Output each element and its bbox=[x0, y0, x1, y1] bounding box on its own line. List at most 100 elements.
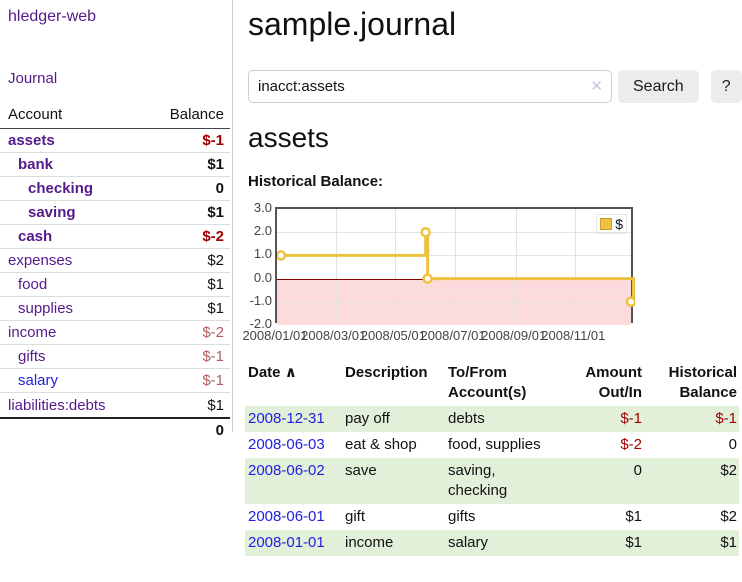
search-box: ✕ bbox=[248, 70, 612, 103]
account-link[interactable]: gifts bbox=[18, 348, 46, 365]
account-link[interactable]: bank bbox=[18, 156, 54, 173]
y-axis-tick-label: -1.0 bbox=[249, 292, 272, 308]
transaction-date-link[interactable]: 2008-06-02 bbox=[248, 462, 325, 479]
account-row: assets $-1 bbox=[0, 129, 230, 153]
account-balance: $1 bbox=[207, 204, 224, 221]
sidebar-item-journal[interactable]: Journal bbox=[8, 70, 58, 87]
account-link[interactable]: saving bbox=[28, 204, 76, 221]
account-link[interactable]: food bbox=[18, 276, 48, 293]
balance-column-header-main: Historical Balance bbox=[668, 364, 737, 401]
account-row: saving $1 bbox=[0, 201, 230, 225]
transaction-date-link[interactable]: 2008-01-01 bbox=[248, 534, 325, 551]
date-column-header[interactable]: Date ∧ bbox=[248, 364, 297, 381]
account-row: bank $1 bbox=[0, 153, 230, 177]
account-row: income $-2 bbox=[0, 321, 230, 345]
account-tree: Account Balance assets $-1 bank $1 checking 0… bbox=[0, 104, 230, 441]
data-point-marker bbox=[625, 296, 635, 308]
transaction-row: 2008-12-31 pay off debts $-1 $-1 bbox=[245, 406, 739, 432]
account-balance: 0 bbox=[215, 180, 224, 197]
account-rows: assets $-1 bank $1 checking 0 saving $1 cash $-2 e… bbox=[0, 129, 230, 417]
transaction-date-link[interactable]: 2008-06-01 bbox=[248, 508, 325, 525]
search-input[interactable] bbox=[248, 70, 612, 103]
account-row: checking 0 bbox=[0, 177, 230, 201]
total-balance: 0 bbox=[215, 421, 224, 439]
transaction-balance: $2 bbox=[720, 508, 737, 525]
page-title: sample.journal bbox=[248, 6, 457, 42]
account-balance: $1 bbox=[207, 396, 224, 414]
transaction-amount: $1 bbox=[557, 530, 644, 556]
data-point-marker bbox=[277, 250, 287, 261]
chart-plot-area: $ bbox=[275, 207, 635, 325]
balance-line-series bbox=[277, 226, 635, 308]
clear-search-icon[interactable]: ✕ bbox=[590, 78, 603, 95]
help-button[interactable]: ? bbox=[710, 70, 742, 103]
y-axis-tick-label: 3.0 bbox=[253, 200, 272, 215]
accounts-column-header: To/From Account(s) bbox=[448, 364, 527, 401]
transaction-accounts: debts bbox=[445, 406, 557, 432]
gridline bbox=[335, 209, 337, 321]
legend-label: $ bbox=[615, 216, 623, 232]
account-tree-header: Account Balance bbox=[0, 104, 230, 129]
search-bar: ✕ Search ? bbox=[248, 70, 742, 103]
transaction-amount: $-2 bbox=[620, 436, 642, 453]
chart-title: Historical Balance: bbox=[248, 173, 384, 190]
transaction-row: 2008-06-03 eat & shop food, supplies $-2 0 bbox=[245, 432, 739, 458]
x-axis-tick-label: 2008/05/01 bbox=[360, 328, 426, 343]
transaction-row: 2008-01-01 income salary $1 $1 bbox=[245, 530, 739, 556]
gridline bbox=[575, 209, 577, 321]
transaction-description: income bbox=[342, 530, 445, 556]
transaction-accounts: saving, checking bbox=[445, 458, 557, 504]
account-link[interactable]: cash bbox=[18, 228, 53, 245]
amount-column-header: Amount Out/In bbox=[585, 364, 642, 401]
sort-ascending-icon: ∧ bbox=[284, 364, 297, 381]
account-total-row: 0 bbox=[0, 417, 230, 441]
account-link[interactable]: salary bbox=[18, 372, 59, 389]
register-header-row: Date ∧ Description To/From Account(s) Am… bbox=[245, 360, 739, 406]
gridline bbox=[395, 209, 397, 321]
transaction-row: 2008-06-01 gift gifts $1 $2 bbox=[245, 504, 739, 530]
x-axis-tick-label: 2008/11/01 bbox=[541, 328, 606, 343]
transaction-amount: 0 bbox=[557, 458, 644, 504]
data-point-marker bbox=[420, 226, 431, 238]
data-point-marker bbox=[422, 273, 433, 284]
account-balance: $-2 bbox=[202, 324, 224, 341]
transaction-accounts: gifts bbox=[448, 508, 476, 525]
account-row: cash $-2 bbox=[0, 225, 230, 249]
y-axis-tick-label: 1.0 bbox=[253, 246, 272, 262]
transaction-description: eat & shop bbox=[345, 436, 417, 453]
account-heading: assets bbox=[248, 122, 329, 153]
account-link[interactable]: assets bbox=[8, 132, 55, 149]
transaction-description: pay off bbox=[342, 406, 445, 432]
account-balance: $1 bbox=[207, 300, 224, 317]
y-axis-tick-label: -2.0 bbox=[249, 316, 272, 331]
y-axis-tick-label: 0.0 bbox=[253, 269, 272, 285]
account-balance: $1 bbox=[207, 156, 224, 173]
main-content: sample.journal ✕ Search ? assets Histori… bbox=[242, 0, 742, 582]
transaction-accounts: food, supplies bbox=[448, 436, 541, 453]
balance-column-header: Balance bbox=[169, 106, 224, 123]
account-link[interactable]: supplies bbox=[18, 300, 74, 317]
account-column-header: Account bbox=[8, 106, 63, 123]
account-link[interactable]: income bbox=[8, 324, 57, 341]
account-link[interactable]: liabilities:debts bbox=[8, 396, 106, 414]
description-column-header: Description bbox=[345, 364, 428, 381]
historical-balance-chart: 3.0 2.0 1.0 0.0 -1.0 -2.0 $ 2008/01/01 2008/03… bbox=[242, 200, 742, 350]
account-link[interactable]: expenses bbox=[8, 252, 73, 269]
transaction-row: 2008-06-02 save saving, checking 0 $2 bbox=[245, 458, 739, 504]
account-row: food $1 bbox=[0, 273, 230, 297]
y-axis-tick-label: 2.0 bbox=[253, 223, 272, 239]
search-button[interactable]: Search bbox=[618, 70, 699, 103]
x-axis-tick-label: 2008/03/01 bbox=[301, 328, 367, 343]
account-balance: $-1 bbox=[202, 132, 224, 149]
account-link[interactable]: checking bbox=[28, 180, 94, 197]
transaction-date-link[interactable]: 2008-12-31 bbox=[248, 410, 325, 427]
x-axis-tick-label: 2008/07/01 bbox=[420, 328, 486, 343]
account-balance: $-1 bbox=[202, 372, 224, 389]
transaction-date-link[interactable]: 2008-06-03 bbox=[248, 436, 325, 453]
transaction-balance: $2 bbox=[644, 458, 739, 504]
gridline bbox=[455, 209, 457, 321]
transaction-balance: 0 bbox=[728, 436, 737, 453]
brand-link[interactable]: hledger-web bbox=[8, 8, 97, 25]
transaction-accounts: salary bbox=[445, 530, 557, 556]
